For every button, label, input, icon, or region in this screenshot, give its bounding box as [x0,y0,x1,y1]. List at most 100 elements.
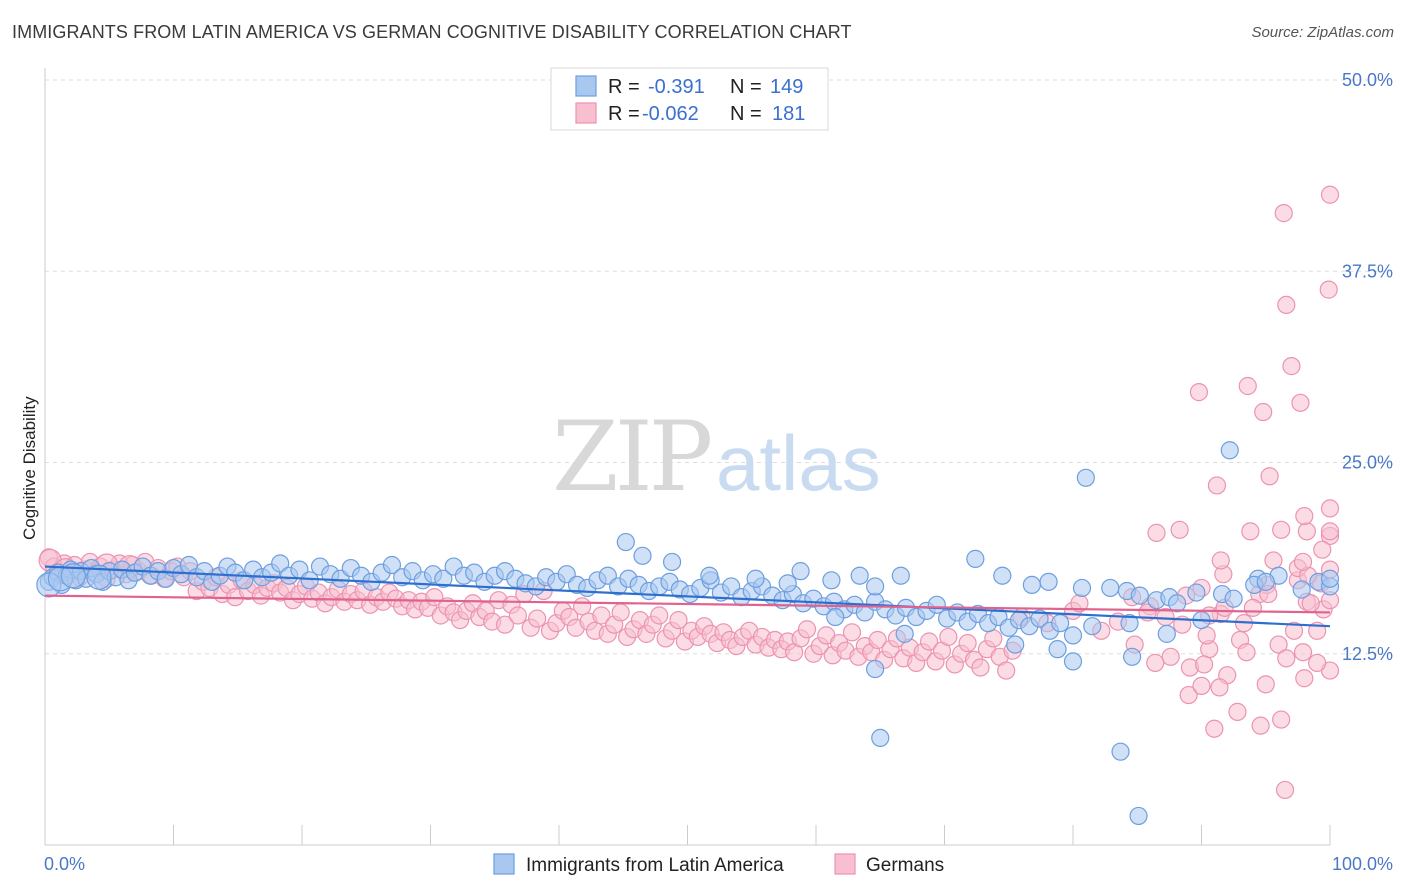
legend-r-value: -0.062 [642,103,699,125]
point-germans [939,627,958,647]
point-germans [1170,520,1189,539]
point-immigrants-latin-america [1063,652,1083,671]
point-germans [1147,523,1166,542]
point-immigrants-latin-america [866,577,885,596]
point-germans [971,658,990,677]
point-immigrants-latin-america [633,546,652,565]
point-germans [1228,702,1247,721]
bottom-legend-swatch-blue [493,853,515,875]
bottom-legend-swatch-pink [834,853,856,875]
point-immigrants-latin-america [1224,589,1243,608]
point-germans [1277,649,1296,668]
point-immigrants-latin-america [700,566,719,585]
point-immigrants-latin-america [60,563,86,589]
point-immigrants-latin-america [1111,742,1130,761]
point-immigrants-latin-america [993,566,1012,585]
point-germans [1179,685,1198,705]
y-axis-label: Cognitive Disability [20,396,39,540]
point-germans [868,630,887,650]
point-germans [958,633,977,653]
point-germans [1319,280,1338,299]
point-immigrants-latin-america [1129,806,1148,826]
point-immigrants-latin-america [1320,569,1340,588]
point-germans [1205,719,1224,738]
point-germans [1192,676,1211,695]
point-immigrants-latin-america [1039,572,1058,591]
point-germans [1256,675,1275,694]
watermark-atlas: atlas [716,419,881,507]
point-immigrants-latin-america [1076,468,1095,487]
y-tick-label: 50.0% [1342,70,1393,90]
point-immigrants-latin-america [616,532,635,552]
y-tick-label: 37.5% [1342,261,1393,281]
point-germans [1251,716,1270,735]
point-germans [1189,383,1209,402]
point-germans [1293,643,1313,662]
point-germans [1238,376,1257,396]
point-germans [842,623,862,642]
point-germans [1237,643,1256,662]
point-germans [1211,551,1230,570]
point-immigrants-latin-america [1220,441,1239,460]
point-germans [1297,522,1316,541]
point-immigrants-latin-america [86,564,112,590]
watermark: ZIP atlas [552,401,881,513]
point-immigrants-latin-america [1187,583,1206,602]
point-germans [1293,552,1313,572]
trend-lines [44,565,1331,628]
y-tick-label: 12.5% [1342,644,1393,664]
point-germans [1274,204,1293,223]
point-germans [669,610,688,630]
point-germans [1275,780,1295,800]
chart-title: IMMIGRANTS FROM LATIN AMERICA VS GERMAN … [12,22,852,42]
point-germans [1277,295,1296,315]
data-points [36,185,1340,826]
point-germans [1291,393,1310,412]
point-immigrants-latin-america [1120,614,1139,633]
point-immigrants-latin-america [1083,617,1102,636]
legend-r-label: R = [608,76,640,98]
point-germans [508,606,527,625]
point-immigrants-latin-america [1048,640,1067,659]
point-germans [1146,653,1165,673]
point-immigrants-latin-america [746,569,765,588]
point-germans [1282,357,1301,376]
point-immigrants-latin-america [871,728,890,748]
point-immigrants-latin-america [1292,580,1311,599]
point-immigrants-latin-america [891,566,910,585]
trend-line-germans [44,594,1331,614]
point-immigrants-latin-america [1167,594,1187,613]
point-germans [1210,678,1229,697]
point-germans [1207,476,1227,495]
point-germans [611,603,630,622]
trend-line-immigrants-latin-america [44,565,1331,628]
point-immigrants-latin-america [1101,578,1120,598]
point-germans [1243,598,1263,617]
tick-labels: 12.5% 25.0% 37.5% 50.0% 0.0% 100.0% [44,70,1393,874]
bottom-legend-label-pink: Germans [866,855,944,876]
point-germans [1194,655,1214,674]
point-germans [984,629,1003,648]
point-germans [1320,499,1340,518]
point-immigrants-latin-america [1022,575,1041,595]
point-germans [1272,710,1291,729]
point-germans [1295,506,1314,526]
legend-row-blue: R = -0.391 N = 149 [575,75,803,98]
point-germans [592,606,611,625]
point-immigrants-latin-america [1157,624,1176,643]
point-immigrants-latin-america [382,555,402,575]
point-germans [1272,520,1291,539]
legend-n-label: N = [730,76,762,98]
point-immigrants-latin-america [1063,626,1083,645]
legend-r-label: R = [608,103,640,125]
x-tick-label: 100.0% [1332,854,1393,874]
point-immigrants-latin-america [866,659,885,679]
point-germans [1284,621,1304,640]
legend-row-pink: R = -0.062 N = 181 [575,102,805,125]
point-immigrants-latin-america [1006,635,1025,654]
point-immigrants-latin-america [1030,609,1049,628]
legend-n-label: N = [730,103,762,125]
x-tick-label: 0.0% [44,854,85,874]
legend-n-value: 181 [772,103,805,125]
